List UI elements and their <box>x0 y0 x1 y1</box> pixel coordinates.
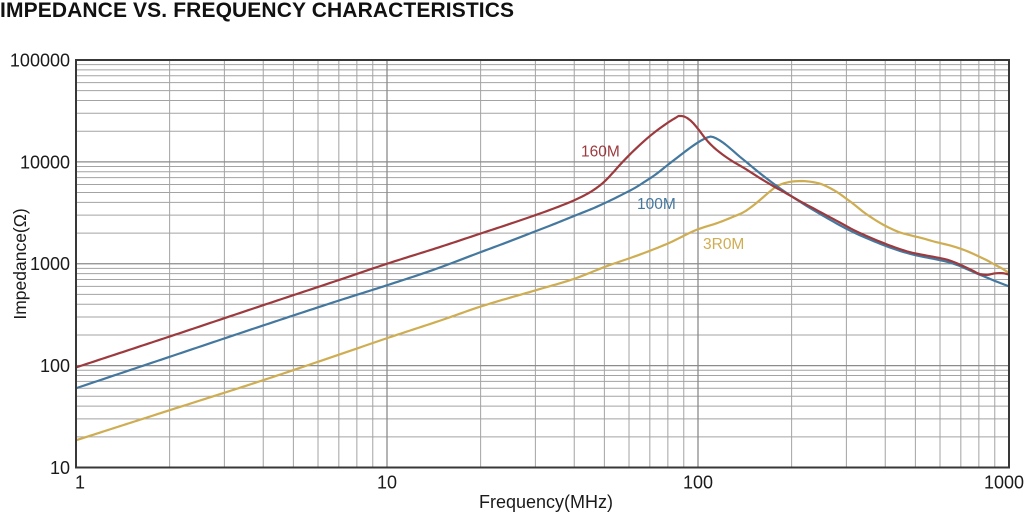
svg-text:1000: 1000 <box>984 473 1024 493</box>
svg-text:100: 100 <box>40 356 70 376</box>
svg-text:Impedance(Ω): Impedance(Ω) <box>10 208 30 319</box>
svg-text:3R0M: 3R0M <box>703 236 744 253</box>
svg-text:Frequency(MHz): Frequency(MHz) <box>479 492 613 512</box>
svg-text:1000: 1000 <box>30 254 70 274</box>
svg-text:10: 10 <box>50 458 70 478</box>
svg-text:100000: 100000 <box>10 51 70 71</box>
svg-text:100M: 100M <box>637 196 676 213</box>
svg-text:100: 100 <box>683 473 713 493</box>
svg-text:1: 1 <box>75 473 85 493</box>
svg-text:10: 10 <box>377 473 397 493</box>
svg-text:160M: 160M <box>581 144 620 161</box>
svg-text:10000: 10000 <box>20 152 70 172</box>
